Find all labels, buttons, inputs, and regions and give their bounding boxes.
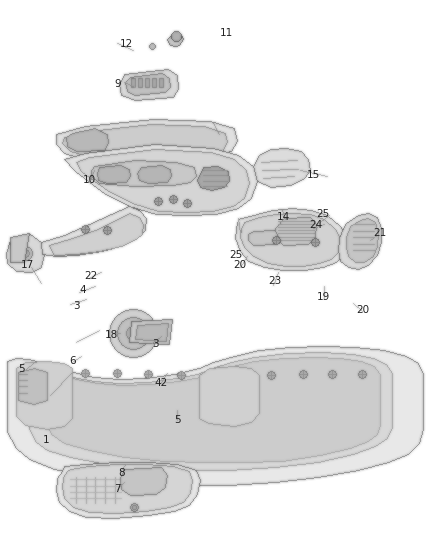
Text: 22: 22	[85, 271, 98, 281]
Text: 7: 7	[114, 484, 121, 494]
Text: 25: 25	[229, 250, 242, 260]
Text: 20: 20	[233, 261, 247, 270]
Text: 9: 9	[114, 79, 121, 89]
Text: 1: 1	[42, 435, 49, 445]
Text: 10: 10	[83, 175, 96, 185]
Text: 3: 3	[73, 302, 80, 311]
Text: 12: 12	[120, 39, 133, 49]
Text: 4: 4	[79, 285, 86, 295]
Text: 42: 42	[155, 378, 168, 387]
Text: 21: 21	[374, 229, 387, 238]
Text: 15: 15	[307, 170, 320, 180]
Text: 14: 14	[277, 213, 290, 222]
Text: 5: 5	[18, 364, 25, 374]
Text: 8: 8	[118, 469, 125, 478]
Text: 17: 17	[21, 261, 34, 270]
Text: 6: 6	[69, 357, 76, 366]
Text: 24: 24	[310, 220, 323, 230]
Text: 23: 23	[268, 277, 282, 286]
Text: 20: 20	[356, 305, 369, 315]
Text: 3: 3	[152, 339, 159, 349]
Text: 11: 11	[220, 28, 233, 38]
Text: 5: 5	[174, 415, 181, 425]
Text: 25: 25	[317, 209, 330, 219]
Text: 18: 18	[105, 330, 118, 340]
Text: 19: 19	[317, 293, 330, 302]
